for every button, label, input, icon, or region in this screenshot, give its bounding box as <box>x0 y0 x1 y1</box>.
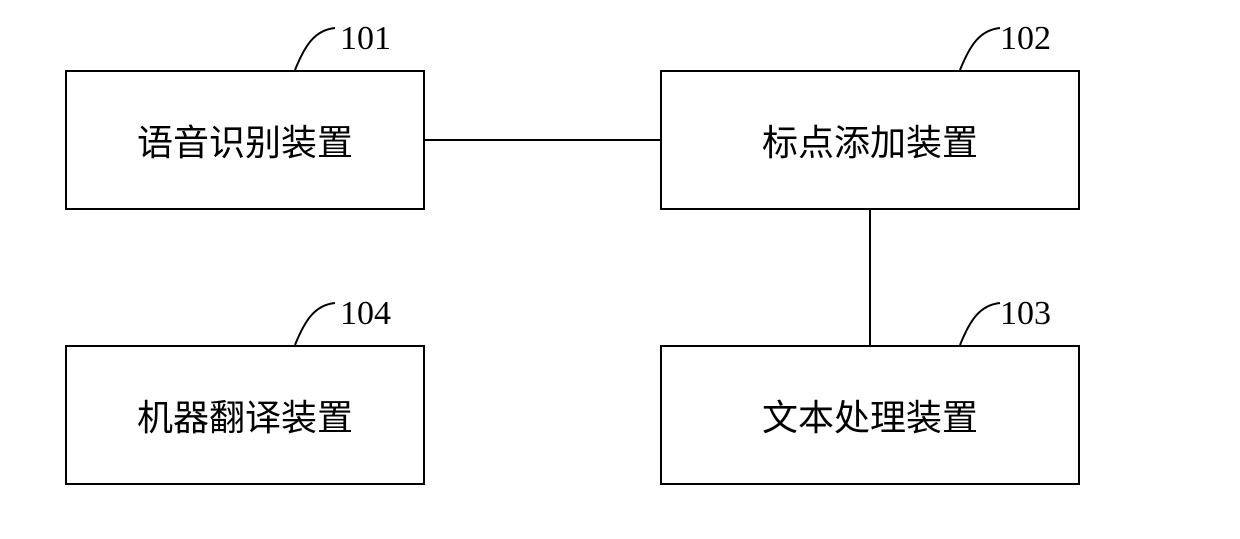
node-text-processor: 文本处理装置 <box>660 345 1080 485</box>
ref-label-104: 104 <box>340 295 391 333</box>
node-label: 标点添加装置 <box>762 114 978 166</box>
node-label: 机器翻译装置 <box>137 389 353 441</box>
ref-text: 104 <box>340 295 391 332</box>
node-machine-translation: 机器翻译装置 <box>65 345 425 485</box>
leader-104 <box>295 303 335 345</box>
leader-103 <box>960 303 1000 345</box>
ref-label-101: 101 <box>340 20 391 58</box>
node-label: 语音识别装置 <box>137 114 353 166</box>
ref-text: 102 <box>1000 20 1051 57</box>
ref-label-102: 102 <box>1000 20 1051 58</box>
ref-label-103: 103 <box>1000 295 1051 333</box>
node-punctuation-adder: 标点添加装置 <box>660 70 1080 210</box>
leader-102 <box>960 28 1000 70</box>
leader-101 <box>295 28 335 70</box>
diagram-canvas: 语音识别装置 101 标点添加装置 102 文本处理装置 103 机器翻译装置 … <box>0 0 1240 539</box>
node-speech-recognition: 语音识别装置 <box>65 70 425 210</box>
ref-text: 101 <box>340 20 391 57</box>
ref-text: 103 <box>1000 295 1051 332</box>
node-label: 文本处理装置 <box>762 389 978 441</box>
